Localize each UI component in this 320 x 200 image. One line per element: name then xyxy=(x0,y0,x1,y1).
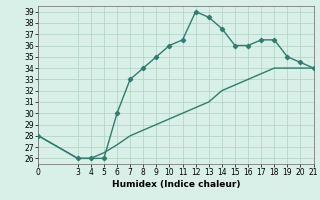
X-axis label: Humidex (Indice chaleur): Humidex (Indice chaleur) xyxy=(112,180,240,189)
